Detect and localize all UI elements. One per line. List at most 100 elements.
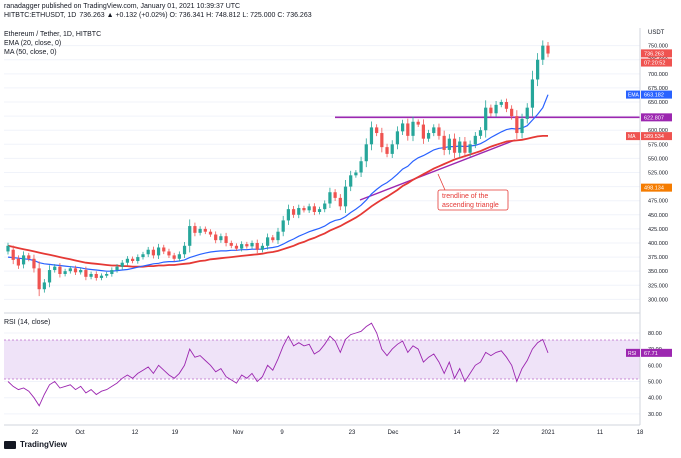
time-axis[interactable]: 22 Oct 12 19 Nov 9 23 Dec 14 22 2021 11 18: [32, 430, 644, 436]
candle: [478, 127, 483, 139]
marker-box: [641, 132, 672, 141]
candle: [291, 206, 296, 218]
candle-body: [177, 254, 181, 259]
candle-body: [395, 131, 400, 145]
candle: [401, 119, 405, 136]
candle-body: [447, 138, 451, 150]
tradingview-footer[interactable]: TradingView: [4, 440, 67, 449]
candle: [68, 265, 72, 274]
candle: [426, 129, 431, 142]
trendline-segment: [359, 139, 516, 201]
annotation-line-2: ascending triangle: [442, 202, 499, 209]
candle: [260, 243, 265, 253]
candle: [47, 265, 52, 288]
candle: [42, 279, 46, 293]
candle: [255, 239, 259, 254]
candle: [193, 222, 197, 237]
candle-body: [42, 282, 46, 290]
price-tick: 325.000: [648, 283, 668, 289]
ema-legend[interactable]: EMA (20, close, 0): [4, 40, 62, 47]
candle-body: [136, 257, 140, 262]
candle-body: [359, 161, 363, 173]
marker-box: [641, 90, 672, 99]
candle-body: [536, 59, 540, 80]
time-tick: 14: [454, 430, 461, 436]
candle-body: [68, 268, 72, 272]
candle-body: [79, 270, 83, 273]
candle-body: [73, 268, 78, 273]
price-tick: 475.000: [648, 199, 668, 205]
time-tick: 22: [32, 430, 39, 436]
annotation-line-1: trendline of the: [442, 193, 488, 200]
candle-body: [312, 206, 316, 212]
instrument-title: Ethereum / Tether, 1D, HITBTC: [4, 31, 102, 38]
candle: [172, 252, 176, 262]
candle: [11, 245, 15, 265]
candle-body: [245, 244, 249, 247]
candle-body: [541, 45, 545, 60]
candle: [432, 124, 436, 137]
candle-body: [385, 147, 389, 154]
candle: [286, 204, 290, 225]
candle: [110, 267, 114, 277]
candle-body: [401, 123, 405, 132]
candle: [489, 104, 493, 117]
candle: [525, 103, 529, 124]
candle-body: [286, 209, 290, 221]
candle: [79, 267, 83, 275]
candle-body: [504, 102, 509, 109]
candle: [162, 244, 166, 255]
candle-body: [416, 121, 420, 125]
rsi-tick: 40.00: [648, 396, 662, 402]
candle: [53, 264, 57, 273]
candle-body: [426, 133, 431, 139]
candle-body: [131, 258, 135, 262]
candle: [167, 248, 171, 259]
marker-value: 07:20:52: [644, 61, 665, 67]
candle: [390, 140, 394, 158]
candle-body: [188, 226, 192, 246]
candle: [58, 263, 62, 278]
candle-body: [463, 141, 467, 153]
rsi-legend[interactable]: RSI (14, close): [4, 319, 51, 326]
candle-body: [219, 236, 223, 241]
candle: [177, 251, 181, 262]
candle-body: [375, 127, 379, 134]
candle: [214, 231, 218, 244]
candle: [458, 136, 462, 158]
price-tick: 450.000: [648, 213, 668, 219]
candle: [146, 246, 150, 258]
candle-body: [354, 172, 358, 176]
ma-legend[interactable]: MA (50, close, 0): [4, 49, 57, 56]
candle: [473, 132, 477, 149]
candle-body: [338, 197, 342, 207]
price-tick: 750.000: [648, 44, 668, 50]
price-tick: 650.000: [648, 100, 668, 106]
candle-body: [240, 244, 244, 249]
marker-tag: [626, 132, 640, 141]
candle: [89, 271, 93, 280]
candle-body: [151, 249, 155, 256]
annotation: trendline of the ascending triangle: [437, 173, 509, 211]
candle-body: [208, 231, 213, 235]
candle: [240, 241, 244, 252]
price-markers: 736.263 07:20:52 EMA 663.182 622.807 MA 589.53…: [626, 49, 672, 192]
candle-body: [99, 275, 104, 278]
marker-tag-text: EMA: [628, 93, 640, 99]
price-tick: 675.000: [648, 86, 668, 92]
candle-body: [146, 249, 150, 255]
candle-body: [291, 209, 296, 215]
candle: [219, 233, 223, 243]
candle-body: [266, 237, 270, 246]
candle: [141, 251, 145, 260]
moving-averages: [7, 94, 549, 272]
marker-box: [641, 183, 672, 192]
candle-body: [499, 102, 503, 105]
candle-body: [21, 255, 26, 265]
candle-body: [115, 266, 119, 271]
candle: [333, 189, 337, 201]
candle-body: [442, 135, 446, 150]
candle-body: [167, 251, 171, 256]
